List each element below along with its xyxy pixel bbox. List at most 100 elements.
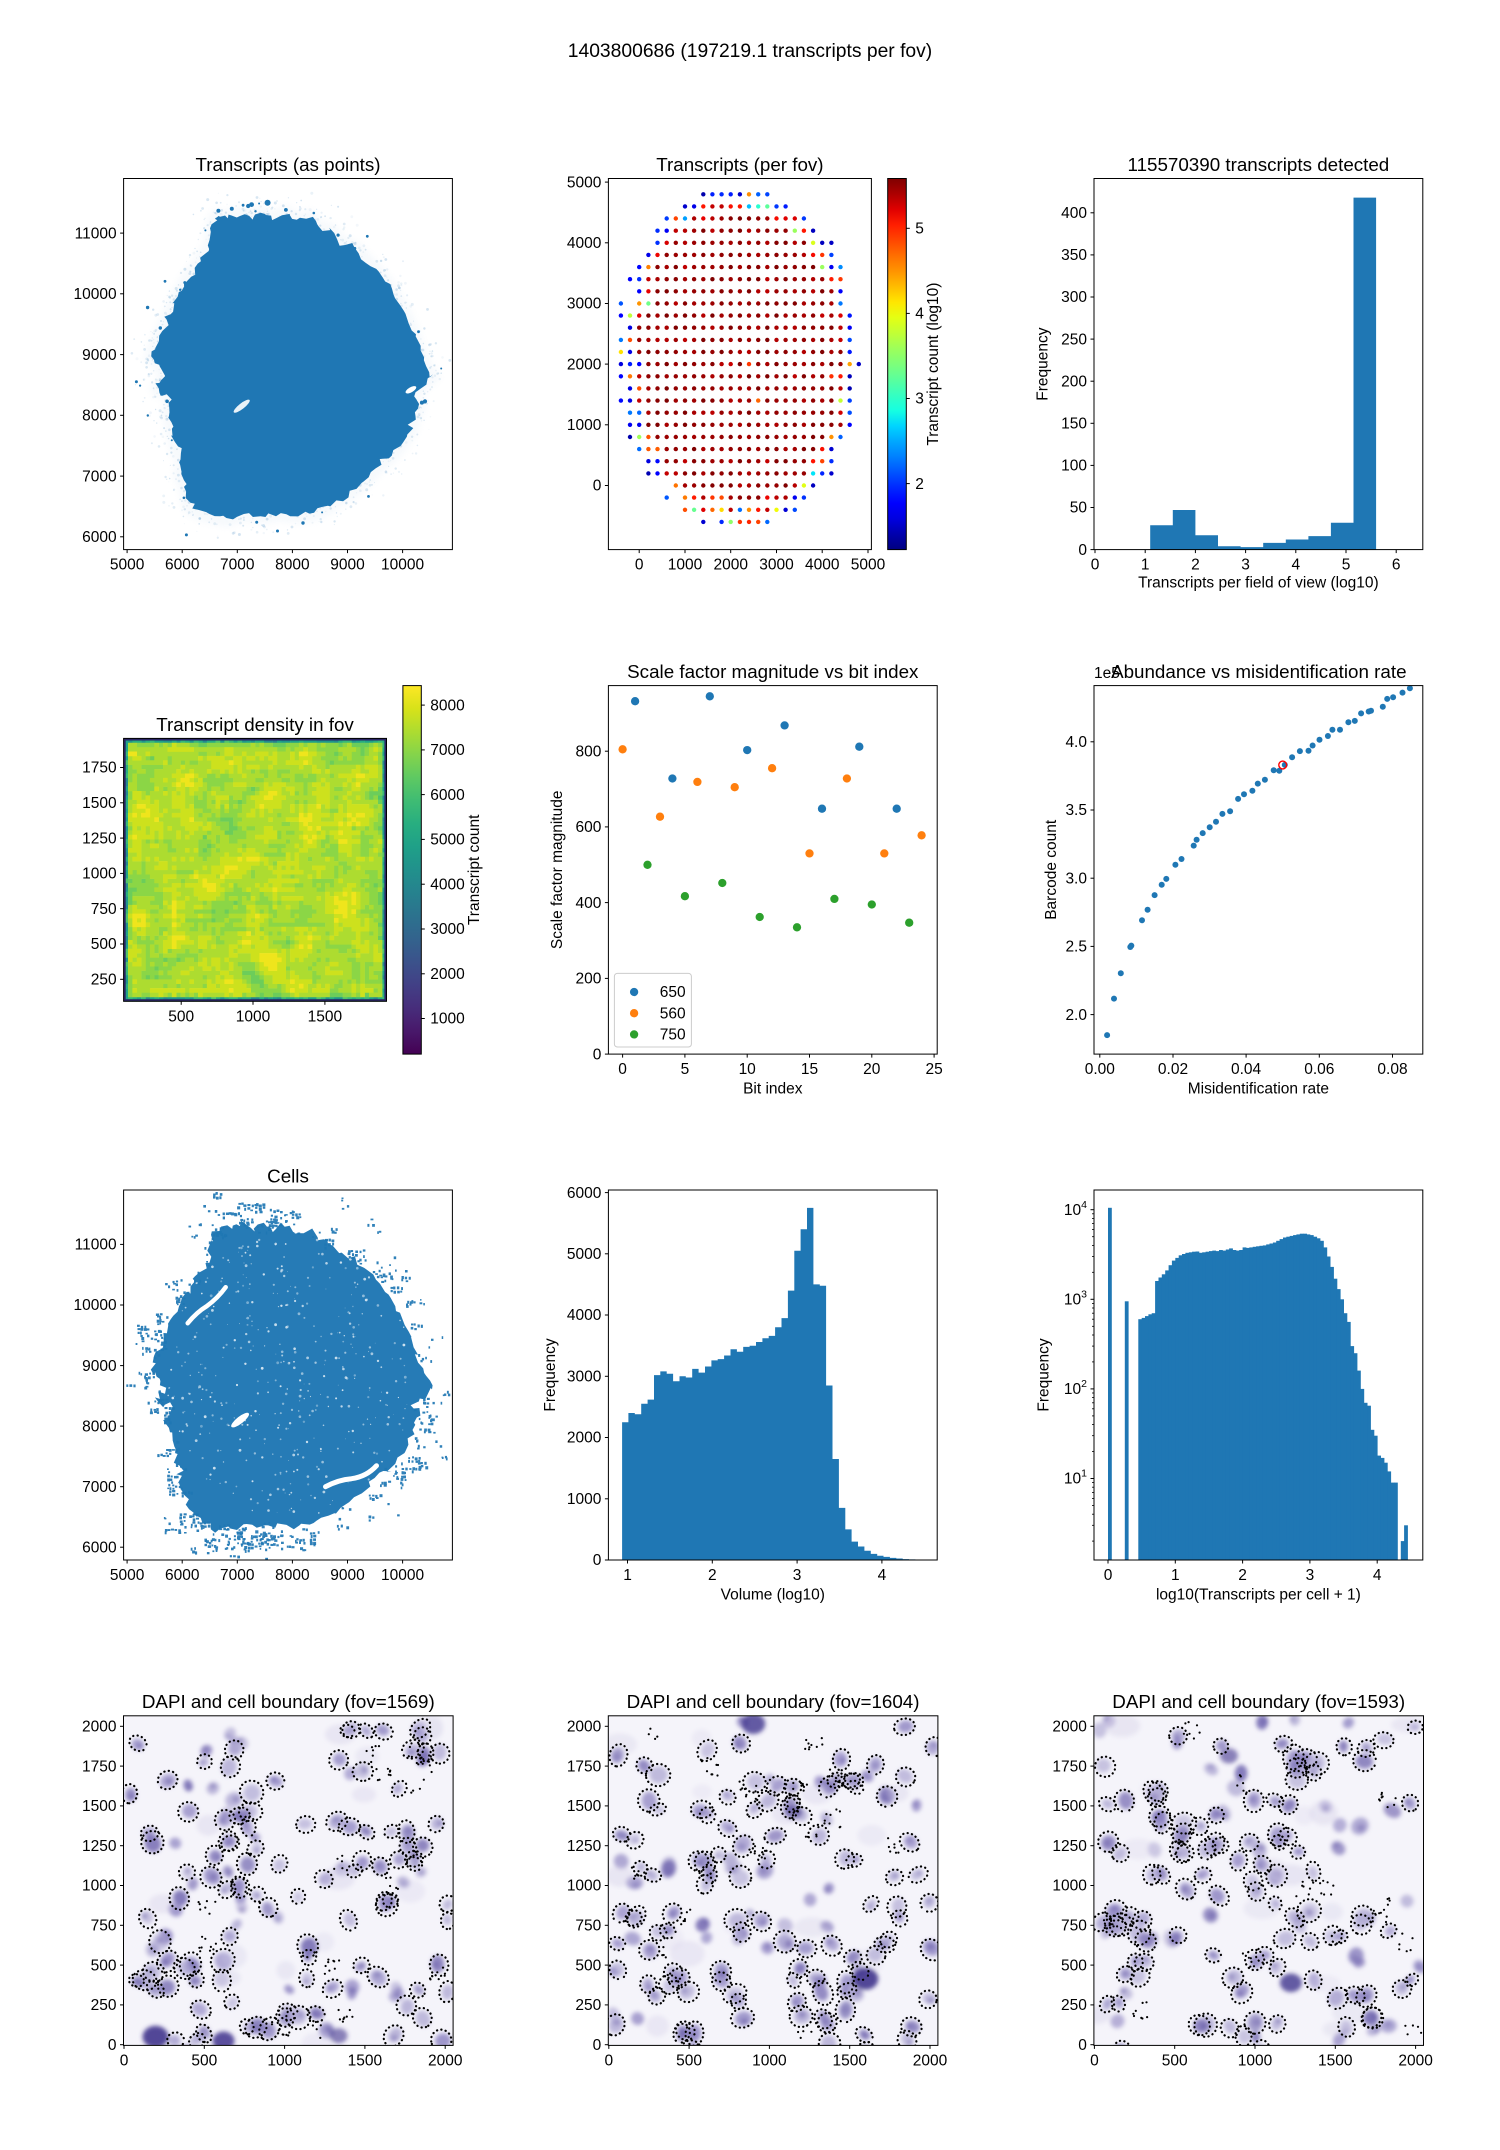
svg-text:6000: 6000 — [165, 1567, 200, 1584]
svg-text:Frequency: Frequency — [1036, 1338, 1053, 1411]
svg-text:2: 2 — [915, 476, 924, 493]
svg-text:1500: 1500 — [1318, 2052, 1353, 2069]
svg-text:3.5: 3.5 — [1065, 802, 1087, 819]
svg-text:250: 250 — [1061, 331, 1087, 348]
svg-text:1250: 1250 — [1052, 1838, 1087, 1855]
svg-text:4: 4 — [1373, 1567, 1382, 1584]
svg-text:0.04: 0.04 — [1231, 1061, 1262, 1078]
svg-text:log10(Transcripts per cell + 1: log10(Transcripts per cell + 1) — [1156, 1586, 1361, 1603]
svg-text:Volume (log10): Volume (log10) — [721, 1586, 825, 1603]
svg-text:8000: 8000 — [82, 1418, 117, 1435]
svg-text:Transcripts per field of view: Transcripts per field of view (log10) — [1138, 575, 1379, 592]
svg-text:3: 3 — [1306, 1567, 1315, 1584]
svg-text:7000: 7000 — [82, 468, 117, 485]
svg-text:6000: 6000 — [430, 787, 465, 804]
svg-text:5000: 5000 — [567, 174, 602, 191]
svg-text:2000: 2000 — [913, 2052, 948, 2069]
svg-text:9000: 9000 — [330, 1567, 365, 1584]
svg-text:0.08: 0.08 — [1377, 1061, 1407, 1078]
svg-text:200: 200 — [1061, 373, 1087, 390]
svg-text:1000: 1000 — [668, 557, 703, 574]
svg-text:0: 0 — [618, 1061, 627, 1078]
svg-text:1250: 1250 — [82, 1838, 117, 1855]
svg-text:DAPI and cell boundary (fov=15: DAPI and cell boundary (fov=1569) — [142, 1691, 435, 1712]
svg-text:6000: 6000 — [567, 1185, 602, 1202]
svg-text:4: 4 — [878, 1567, 887, 1584]
svg-text:2000: 2000 — [428, 2052, 463, 2069]
svg-text:5000: 5000 — [567, 1246, 602, 1263]
svg-text:500: 500 — [1061, 1957, 1087, 1974]
svg-text:4.0: 4.0 — [1065, 734, 1087, 751]
svg-text:250: 250 — [91, 972, 117, 989]
svg-text:0: 0 — [593, 2037, 602, 2054]
svg-text:4: 4 — [1291, 557, 1300, 574]
svg-text:10000: 10000 — [73, 1297, 116, 1314]
svg-text:650: 650 — [660, 984, 686, 1001]
svg-text:Transcripts (per fov): Transcripts (per fov) — [656, 154, 823, 175]
svg-text:4000: 4000 — [805, 557, 840, 574]
svg-text:2000: 2000 — [1052, 1719, 1087, 1736]
svg-text:11000: 11000 — [75, 225, 117, 242]
svg-text:4000: 4000 — [567, 235, 602, 252]
svg-text:Scale factor magnitude vs bit: Scale factor magnitude vs bit index — [627, 661, 919, 682]
svg-text:1000: 1000 — [430, 1011, 465, 1028]
svg-text:5: 5 — [1342, 557, 1351, 574]
svg-text:6000: 6000 — [82, 529, 117, 546]
svg-text:4000: 4000 — [567, 1307, 602, 1324]
svg-text:Frequency: Frequency — [1035, 327, 1052, 400]
svg-text:Transcripts (as points): Transcripts (as points) — [195, 154, 380, 175]
svg-text:1000: 1000 — [1238, 2052, 1273, 2069]
svg-text:1: 1 — [1171, 1567, 1180, 1584]
svg-text:11000: 11000 — [75, 1237, 117, 1254]
svg-text:2: 2 — [1191, 557, 1200, 574]
svg-text:3000: 3000 — [567, 296, 602, 313]
svg-text:1250: 1250 — [82, 830, 117, 847]
svg-text:1000: 1000 — [267, 2052, 302, 2069]
svg-text:2000: 2000 — [82, 1719, 117, 1736]
svg-text:3.0: 3.0 — [1065, 870, 1087, 887]
svg-text:10000: 10000 — [381, 557, 424, 574]
svg-text:8000: 8000 — [275, 557, 310, 574]
svg-text:4: 4 — [915, 306, 924, 323]
svg-text:DAPI and cell boundary (fov=15: DAPI and cell boundary (fov=1593) — [1112, 1691, 1405, 1712]
svg-text:500: 500 — [191, 2052, 217, 2069]
svg-text:2: 2 — [1238, 1567, 1247, 1584]
svg-text:1500: 1500 — [567, 1798, 602, 1815]
svg-text:0: 0 — [604, 2052, 613, 2069]
svg-text:5: 5 — [915, 221, 924, 238]
svg-text:9000: 9000 — [82, 347, 117, 364]
svg-text:1000: 1000 — [567, 1878, 602, 1895]
svg-text:9000: 9000 — [82, 1358, 117, 1375]
svg-text:5000: 5000 — [110, 1567, 145, 1584]
svg-text:100: 100 — [1061, 458, 1087, 475]
svg-text:1500: 1500 — [308, 1008, 343, 1025]
svg-text:Transcript density in fov: Transcript density in fov — [156, 714, 354, 735]
svg-text:2000: 2000 — [430, 966, 465, 983]
svg-text:1000: 1000 — [567, 417, 602, 434]
svg-text:500: 500 — [168, 1008, 194, 1025]
svg-text:3000: 3000 — [567, 1369, 602, 1386]
svg-text:5: 5 — [681, 1061, 690, 1078]
svg-text:0: 0 — [1078, 542, 1087, 559]
svg-text:0: 0 — [593, 478, 602, 495]
svg-text:1: 1 — [623, 1567, 632, 1584]
svg-text:200: 200 — [576, 971, 602, 988]
svg-text:0: 0 — [108, 2037, 117, 2054]
svg-text:300: 300 — [1061, 289, 1087, 306]
svg-text:750: 750 — [91, 901, 117, 918]
svg-text:15: 15 — [801, 1061, 818, 1078]
svg-text:1500: 1500 — [82, 795, 117, 812]
svg-text:DAPI and cell boundary (fov=16: DAPI and cell boundary (fov=1604) — [627, 1691, 920, 1712]
svg-text:Scale factor magnitude: Scale factor magnitude — [549, 791, 566, 950]
svg-text:8000: 8000 — [82, 408, 117, 425]
svg-text:3000: 3000 — [759, 557, 794, 574]
svg-text:250: 250 — [575, 1997, 601, 2014]
svg-text:1000: 1000 — [1052, 1878, 1087, 1895]
svg-text:0.02: 0.02 — [1158, 1061, 1188, 1078]
svg-text:500: 500 — [91, 936, 117, 953]
svg-text:750: 750 — [91, 1918, 117, 1935]
svg-text:500: 500 — [676, 2052, 702, 2069]
svg-text:1403800686 (197219.1 transcrip: 1403800686 (197219.1 transcripts per fov… — [568, 41, 932, 62]
svg-text:750: 750 — [1061, 1918, 1087, 1935]
svg-text:1000: 1000 — [567, 1491, 602, 1508]
